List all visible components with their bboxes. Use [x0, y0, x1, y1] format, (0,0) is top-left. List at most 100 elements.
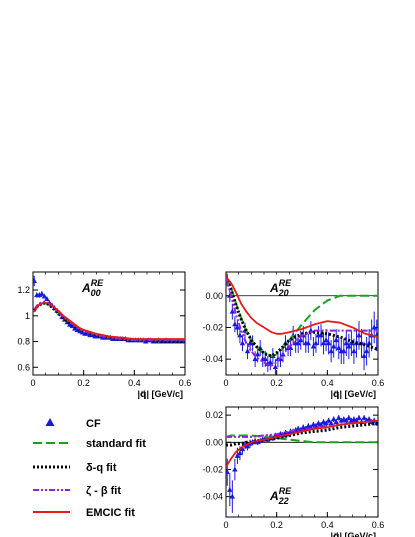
a20-cf-point [356, 332, 362, 338]
a22-cf-point [234, 452, 241, 458]
a20-cf-point [305, 340, 312, 346]
a22-cf-point [325, 417, 332, 423]
a22-cf-point [366, 416, 372, 422]
a22-cf-point [232, 466, 238, 472]
legend-label-standard-fit: standard fit [86, 438, 146, 450]
a22-xtick-label: 0.4 [321, 520, 334, 530]
panel-a00: 0 0.2 0.4 0.6 0.6 0.8 1 1.2 |q⃗| [GeV/c] A00RE [17, 271, 191, 399]
a00-ytick-label: 0.6 [17, 362, 30, 372]
legend-item-standard-fit: standard fit [33, 438, 146, 450]
a22-xtick-label: 0.2 [270, 520, 283, 530]
a20-cf-point [295, 340, 301, 346]
a20-xtick-label: 0.4 [321, 378, 334, 388]
a20-cf-point [328, 348, 334, 354]
a22-emcic-fit-line [226, 419, 378, 468]
a00-emcic-fit-line [33, 301, 185, 340]
a00-ytick-label: 1.2 [17, 285, 30, 295]
a20-title-sup: RE [279, 278, 292, 288]
a22-ytick-label: -0.02 [202, 464, 223, 474]
a20-cf-point [333, 337, 339, 343]
a00-xtick-label: 0.4 [128, 378, 141, 388]
legend-label-delta-q-fit: δ-q fit [86, 462, 117, 474]
a22-cf-point [318, 421, 324, 427]
a00-cf-point [44, 296, 50, 302]
a22-ytick-label: -0.04 [202, 492, 223, 502]
legend-marker-cf [45, 418, 55, 426]
a22-cf-point [353, 417, 360, 423]
a20-cf-point [287, 345, 294, 351]
a22-cf-point [226, 469, 230, 475]
a20-cf-point [234, 324, 241, 330]
a20-frame [225, 271, 379, 376]
a20-cf-point [298, 337, 304, 343]
a20-cf-point [313, 340, 319, 346]
a20-ytick-label: 0.00 [205, 291, 223, 301]
a20-title: A20RE [269, 278, 292, 298]
a22-xtick-label: 0.6 [372, 520, 385, 530]
a00-title-main: A [81, 281, 91, 295]
legend: CF standard fit δ-q fit ζ - β fit EMCIC … [33, 418, 146, 519]
a00-xtick-label: 0.2 [77, 378, 90, 388]
a20-title-sub: 20 [278, 288, 289, 298]
a22-plot-area [226, 414, 378, 513]
a20-cf-point [237, 332, 243, 338]
a20-cf-point [371, 324, 377, 330]
a00-ytick-label: 1 [25, 311, 30, 321]
a20-cf-point [267, 359, 274, 365]
a00-frame [32, 271, 186, 376]
a22-cf-point [244, 443, 251, 449]
a00-cf-point [41, 293, 48, 299]
legend-item-delta-q-fit: δ-q fit [33, 462, 117, 474]
panel-a22: 0 0.2 0.4 0.6 -0.04 -0.02 0.00 0.02 |q⃗| [GeV/c]… [202, 406, 385, 537]
a22-cf-point [328, 420, 334, 426]
a22-title: A22RE [269, 486, 292, 506]
a20-xtick-label: 0.6 [372, 378, 385, 388]
a20-ytick-label: -0.04 [202, 354, 223, 364]
legend-label-cf: CF [86, 418, 101, 430]
a22-cf-point [346, 414, 352, 420]
a20-xlabel: |q⃗| [GeV/c] [331, 389, 377, 399]
a22-cf-point [239, 446, 246, 452]
a20-cf-point [254, 351, 261, 357]
a20-cf-point [320, 340, 327, 346]
a22-cf-point [330, 416, 337, 422]
a22-xtick-label: 0 [223, 520, 228, 530]
legend-label-emcic-fit: EMCIC fit [86, 507, 135, 519]
a20-cf-point [318, 332, 324, 338]
a20-xtick-label: 0.2 [270, 378, 283, 388]
a00-title-sup: RE [91, 278, 104, 288]
a00-ytick-label: 0.8 [17, 337, 30, 347]
a22-title-main: A [269, 489, 279, 503]
a22-cf-point [229, 493, 236, 499]
a00-plot-area [33, 275, 185, 344]
a20-cf-point [272, 364, 279, 370]
a22-cf-point [361, 414, 367, 420]
a00-cf-point [39, 290, 45, 296]
a20-cf-point [229, 308, 236, 314]
a22-ytick-label: 0.00 [205, 437, 223, 447]
a22-cf-point [338, 417, 344, 423]
legend-item-zeta-beta-fit: ζ - β fit [33, 485, 121, 497]
a20-cf-point [239, 340, 246, 346]
a20-cf-point [330, 343, 337, 349]
a00-cf-point [36, 292, 43, 298]
a22-cf-point [227, 486, 233, 492]
a20-cf-point [343, 340, 350, 346]
a20-zeta-beta-fit-line [226, 276, 378, 367]
a22-xlabel: |q⃗| [GeV/c] [331, 531, 377, 537]
a20-cf-point [361, 352, 367, 358]
a22-cf-point [343, 417, 350, 423]
a22-cf-point [333, 418, 339, 424]
a20-title-main: A [269, 281, 279, 295]
panel-a20: 0 0.2 0.4 0.6 -0.04 -0.02 0.00 |q⃗| [GeV/c] A20R… [202, 271, 385, 399]
a20-cf-point [232, 321, 238, 327]
a22-cf-point [323, 420, 329, 426]
a20-delta-q-fit-line [226, 276, 378, 358]
a20-ytick-label: -0.02 [202, 322, 223, 332]
a20-emcic-fit-line [226, 276, 378, 338]
a20-cf-point [351, 348, 357, 354]
legend-label-zeta-beta-fit: ζ - β fit [86, 485, 121, 497]
a22-cf-point [336, 414, 342, 420]
legend-item-cf: CF [45, 418, 101, 430]
